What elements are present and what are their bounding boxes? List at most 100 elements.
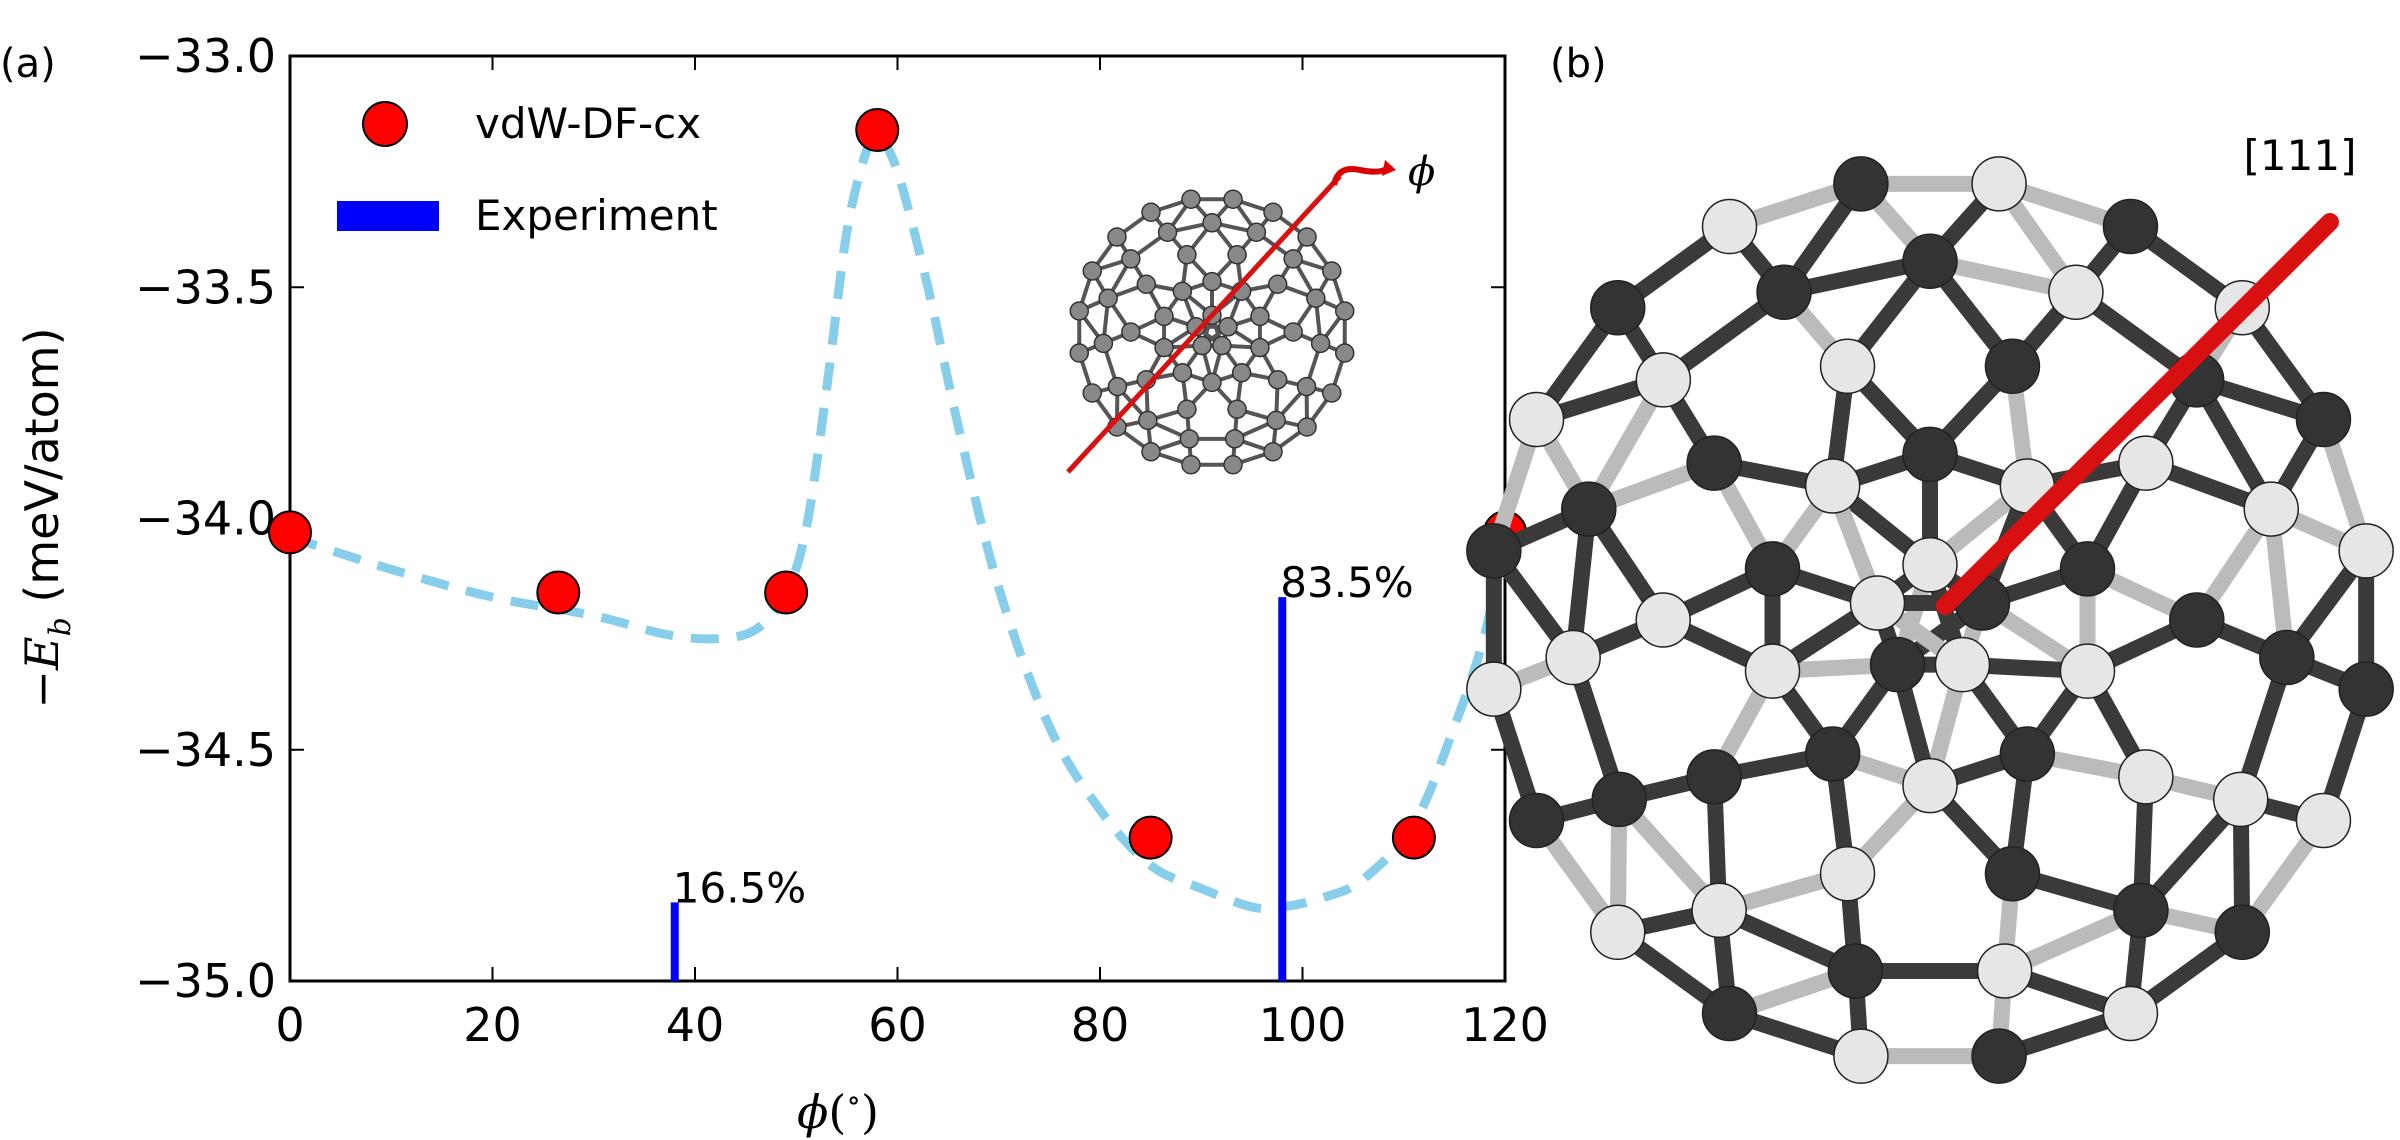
inset-axis-line (1066, 174, 1342, 474)
x-axis-label: ϕ(∘) (797, 1083, 879, 1139)
vdw-point (536, 570, 581, 615)
inset-atom (1069, 343, 1090, 363)
y-tick-label: −34.5 (135, 723, 276, 777)
inset-atom (1283, 322, 1303, 342)
c60-atom (1466, 661, 1522, 717)
c60-atom (2059, 541, 2116, 597)
inset-atom (1202, 271, 1222, 292)
c60-atom (1635, 592, 1691, 648)
c60-atom (1869, 636, 1926, 693)
inset-atom (1141, 202, 1161, 222)
y-axis-symbol: E (15, 636, 69, 671)
c60-atom (2102, 198, 2159, 255)
x-tick-label: 0 (275, 998, 304, 1052)
inset-atom (1297, 227, 1317, 247)
inset-molecule (1066, 174, 1355, 475)
c60-atom (1701, 198, 1758, 255)
inset-atom (1107, 376, 1128, 397)
x-tick-label: 80 (1071, 998, 1130, 1052)
c60-atom (1849, 575, 1906, 631)
inset-atom (1322, 261, 1342, 281)
inset-atom (1202, 213, 1222, 233)
c60-atom (1833, 156, 1889, 212)
vdw-point (855, 108, 900, 152)
c60-atom (1701, 985, 1758, 1042)
inset-atom (1177, 245, 1197, 265)
legend-marker-experiment (337, 201, 439, 231)
c60-atom (2048, 264, 2104, 320)
c60-atom (1635, 352, 1692, 408)
c60-atom (2113, 882, 2169, 939)
c60-atom (1934, 636, 1991, 693)
inset-rotation-arrow: ϕ (1331, 149, 1435, 195)
inset-atom (1082, 383, 1102, 403)
c60-atom (2118, 435, 2174, 491)
c60-atom (1804, 458, 1861, 514)
c60-atom (1902, 426, 1958, 483)
inset-atom (1069, 301, 1090, 321)
inset-atom (1121, 249, 1141, 269)
svg-text:−Eb (meV/atom): −Eb (meV/atom) (15, 327, 78, 708)
c60-atom (1971, 1028, 2027, 1084)
inset-atom (1263, 442, 1283, 462)
plot-area (288, 54, 1507, 983)
fit-curve (288, 128, 1510, 914)
inset-atom (1093, 333, 1114, 354)
c60-atom (1561, 481, 1617, 537)
inset-atom (1157, 222, 1178, 242)
inset-atom (1181, 454, 1201, 475)
y-tick-label: −34.0 (135, 492, 276, 546)
c60-atom (1686, 749, 1742, 805)
inset-atom (1082, 261, 1102, 281)
c60-atom (2212, 771, 2269, 828)
inset-atom (1136, 274, 1157, 295)
c60-atom (2243, 481, 2299, 537)
c60-atom (2059, 643, 2116, 699)
inset-atom (1283, 249, 1303, 269)
experiment-bar-label: 16.5% (673, 863, 806, 912)
inset-atom (1202, 372, 1222, 393)
experiment-bars-layer: 16.5% 83.5% (670, 558, 1414, 981)
c60-atom (2169, 592, 2225, 648)
c60-atom (2295, 391, 2352, 448)
inset-atom (1334, 343, 1355, 363)
experiment-bar-label: 83.5% (1280, 558, 1413, 607)
c60-atom (2295, 792, 2352, 849)
c60-atom (1984, 845, 2041, 902)
c60-atom (1976, 943, 2033, 999)
inset-atom (1154, 306, 1174, 327)
c60-atom (2338, 523, 2394, 579)
inset-atom (1227, 399, 1247, 419)
c60-atom (1819, 338, 1876, 395)
vdw-point (1391, 815, 1436, 860)
c60-atom (2338, 661, 2394, 717)
inset-atom (1224, 429, 1245, 449)
c60-atom (1833, 1028, 1889, 1084)
inset-atom (1267, 369, 1288, 390)
inset-atom (1250, 306, 1270, 327)
vdw-points-layer (268, 108, 1527, 860)
inset-atom (1177, 399, 1197, 419)
c60-atom (1984, 338, 2041, 395)
inset-atom (1306, 288, 1326, 309)
c60-111-axis-label: [111] (2244, 131, 2357, 180)
inset-atom (1263, 202, 1283, 222)
inset-atom (1218, 317, 1238, 337)
vdw-point (764, 570, 809, 615)
c60-atom (1827, 943, 1884, 999)
c60-atom (1999, 726, 2056, 782)
inset-atom (1227, 245, 1247, 265)
inset-atom (1310, 333, 1331, 354)
legend-label-experiment: Experiment (475, 191, 718, 240)
inset-atom (1250, 337, 1270, 358)
c60-atom (1902, 233, 1958, 289)
inset-atom (1172, 363, 1193, 383)
c60-atom (1902, 537, 1958, 593)
inset-atom (1296, 376, 1317, 397)
axis-ticks: 0 20 40 60 80 100 120 −33.0 −33.5 −34.0 −34.5 −35.0 (135, 29, 1549, 1052)
c60-atom (1804, 726, 1861, 782)
inset-atom (1192, 335, 1212, 356)
vdw-point (1128, 815, 1173, 860)
fit-curve-layer (288, 128, 1510, 914)
